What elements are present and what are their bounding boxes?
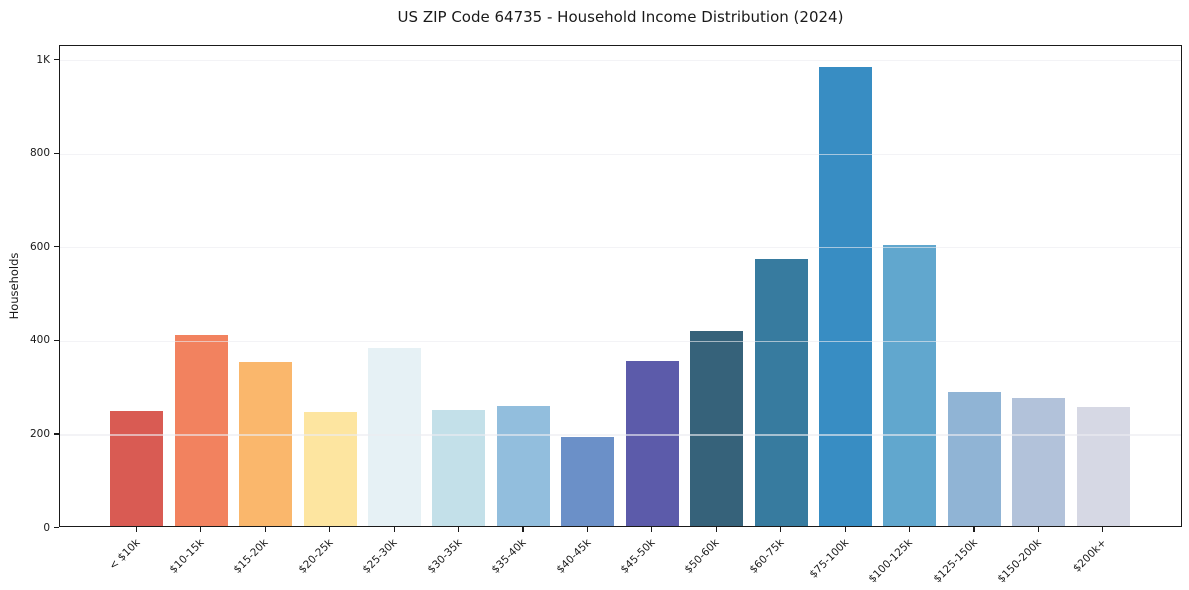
x-tick-label-< $10k: < $10k bbox=[106, 536, 143, 573]
y-tick-mark-400 bbox=[54, 339, 59, 341]
x-tick-label-$45-50k: $45-50k bbox=[618, 536, 658, 576]
x-tick-label-$35-40k: $35-40k bbox=[489, 536, 529, 576]
bar-$10-15k bbox=[174, 335, 228, 526]
x-tick-label-$60-75k: $60-75k bbox=[747, 536, 787, 576]
x-tick-mark-$25-30k bbox=[393, 527, 395, 532]
x-tick-mark-$40-45k bbox=[586, 527, 588, 532]
x-tick-mark-$125-150k bbox=[973, 527, 975, 532]
plot-area bbox=[59, 45, 1182, 527]
x-tick-label-$15-20k: $15-20k bbox=[231, 536, 271, 576]
bars-layer bbox=[60, 46, 1181, 526]
y-tick-mark-200 bbox=[54, 433, 59, 435]
bar-$200k+ bbox=[1076, 407, 1130, 526]
bar-$35-40k bbox=[496, 405, 550, 526]
x-tick-mark-$200k+ bbox=[1102, 527, 1104, 532]
x-tick-mark-$35-40k bbox=[522, 527, 524, 532]
x-tick-mark-$15-20k bbox=[264, 527, 266, 532]
bar-< $10k bbox=[110, 411, 164, 526]
x-tick-label-$125-150k: $125-150k bbox=[931, 536, 980, 586]
y-tick-label-200: 200 bbox=[29, 427, 50, 440]
y-tick-label-600: 600 bbox=[29, 240, 50, 253]
y-axis-label: Households bbox=[7, 252, 21, 320]
x-tick-label-$20-25k: $20-25k bbox=[296, 536, 336, 576]
bar-$20-25k bbox=[303, 412, 357, 526]
x-tick-label-$150-200k: $150-200k bbox=[995, 536, 1045, 586]
x-tick-label-$30-35k: $30-35k bbox=[425, 536, 465, 576]
x-tick-mark-< $10k bbox=[135, 527, 137, 532]
y-tick-mark-800 bbox=[54, 152, 59, 154]
x-tick-mark-$75-100k bbox=[844, 527, 846, 532]
y-tick-mark-1K bbox=[54, 59, 59, 61]
x-tick-label-$200k+: $200k+ bbox=[1070, 536, 1109, 575]
y-tick-label-0: 0 bbox=[43, 521, 50, 534]
y-tick-label-1K: 1K bbox=[36, 53, 50, 66]
x-tick-mark-$30-35k bbox=[457, 527, 460, 532]
bar-$100-125k bbox=[883, 245, 937, 526]
x-tick-mark-$50-60k bbox=[715, 527, 717, 532]
bar-$125-150k bbox=[947, 392, 1001, 526]
bar-$60-75k bbox=[754, 259, 808, 526]
y-tick-mark-600 bbox=[54, 246, 59, 248]
x-tick-label-$40-45k: $40-45k bbox=[553, 536, 594, 576]
y-tick-mark-0 bbox=[54, 527, 59, 529]
bar-$50-60k bbox=[690, 330, 744, 526]
x-tick-mark-$45-50k bbox=[651, 527, 653, 532]
x-tick-label-$25-30k: $25-30k bbox=[360, 536, 400, 576]
x-tick-mark-$10-15k bbox=[200, 527, 202, 532]
x-tick-mark-$20-25k bbox=[329, 527, 331, 532]
x-tick-label-$50-60k: $50-60k bbox=[682, 536, 722, 576]
x-tick-mark-$60-75k bbox=[780, 527, 782, 532]
y-tick-label-800: 800 bbox=[29, 147, 50, 160]
bar-$30-35k bbox=[432, 409, 486, 526]
bar-$25-30k bbox=[368, 348, 422, 526]
bar-$75-100k bbox=[819, 67, 873, 526]
bar-$15-20k bbox=[239, 362, 293, 526]
y-tick-label-400: 400 bbox=[29, 334, 50, 347]
x-tick-label-$10-15k: $10-15k bbox=[167, 536, 207, 576]
x-tick-mark-$100-125k bbox=[908, 527, 911, 532]
x-tick-label-$100-125k: $100-125k bbox=[866, 536, 916, 586]
chart-title: US ZIP Code 64735 - Household Income Dis… bbox=[397, 8, 844, 26]
x-tick-mark-$150-200k bbox=[1037, 527, 1039, 532]
bar-$150-200k bbox=[1012, 398, 1066, 526]
bar-$40-45k bbox=[561, 436, 615, 526]
x-tick-label-$75-100k: $75-100k bbox=[806, 536, 851, 581]
bar-$45-50k bbox=[625, 360, 679, 526]
